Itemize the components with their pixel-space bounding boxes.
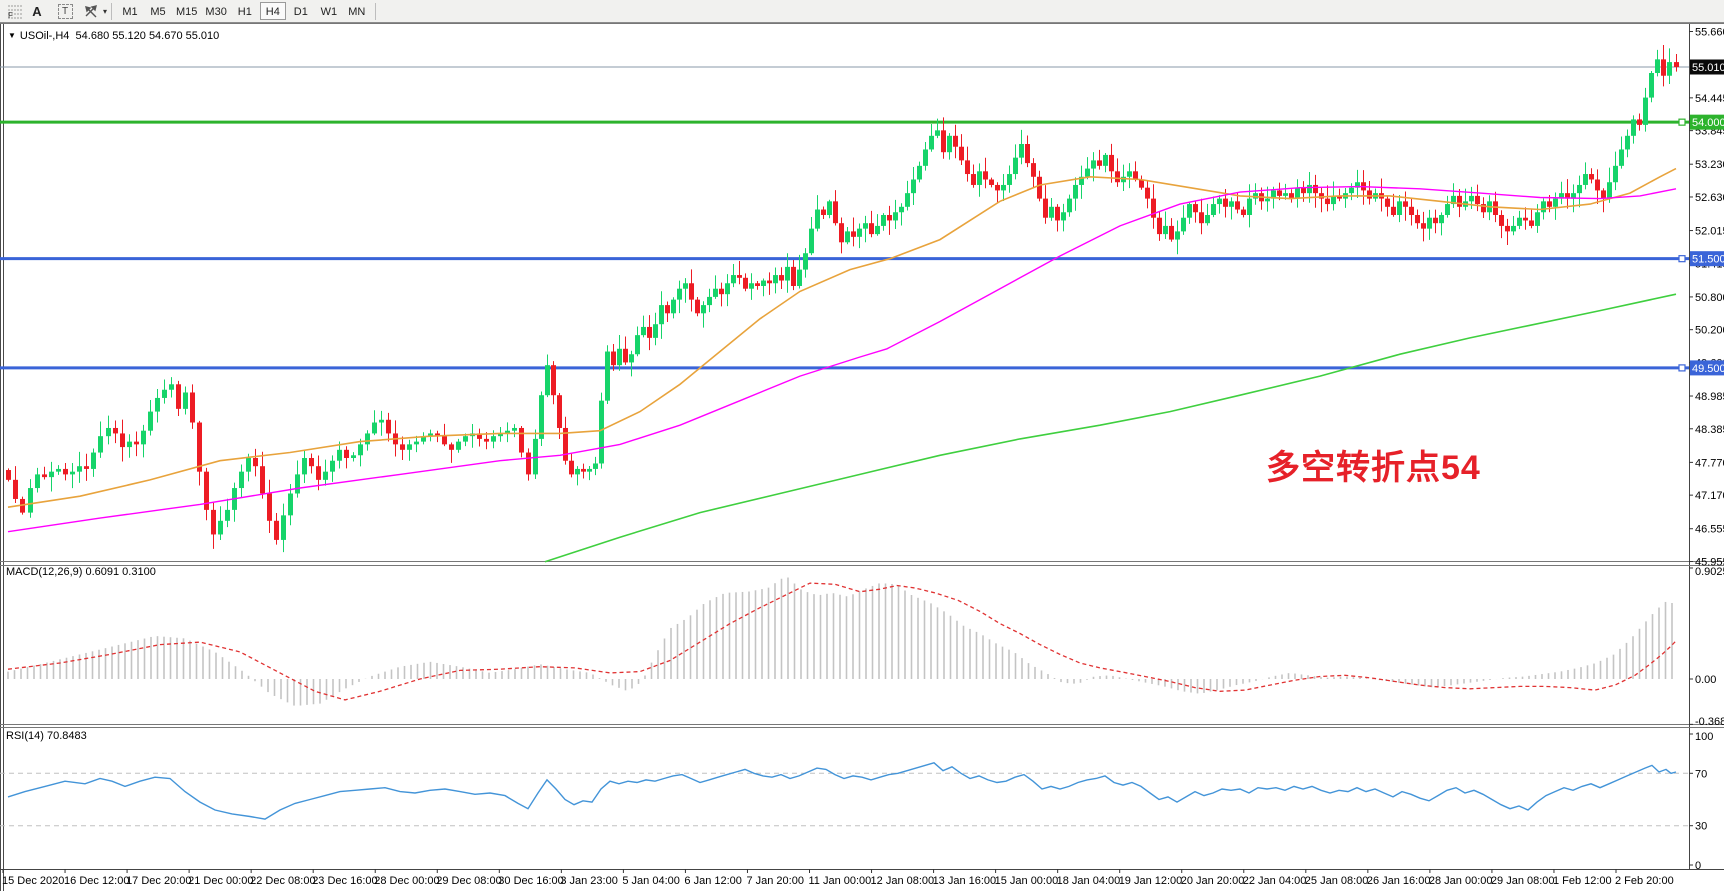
price-tick-label: 52.015	[1695, 226, 1724, 238]
time-tick-label: 18 Jan 04:00	[1057, 875, 1121, 887]
chart-title: ▼ USOil-,H4 54.680 55.120 54.670 55.010	[8, 30, 219, 42]
timeframe-m30[interactable]: M30	[205, 6, 227, 18]
time-tick-label: 23 Dec 16:00	[312, 875, 377, 887]
macd-signal-line	[7, 582, 1677, 701]
price-tick-label: 52.630	[1695, 192, 1724, 204]
price-tick-label: 50.200	[1695, 325, 1724, 337]
ma-fast-line	[7, 167, 1677, 508]
price-badge	[1690, 114, 1724, 130]
line-studies-toolbar: F A T ▾	[0, 0, 107, 22]
ma-mid-line	[7, 185, 1677, 533]
price-badge-label: 55.010	[1692, 62, 1724, 74]
timeframe-h4[interactable]: H4	[259, 2, 286, 20]
rsi-tick-label: 30	[1695, 821, 1707, 833]
price-badge-label: 54.000	[1692, 117, 1724, 129]
price-badge	[1690, 360, 1724, 376]
symbol-dropdown-icon[interactable]: ▼	[8, 31, 16, 40]
time-tick-label: 16 Dec 12:00	[64, 875, 129, 887]
toolbar-separator	[111, 2, 113, 20]
macd-tick-label: 0.9025	[1695, 566, 1724, 578]
rsi-tick-label: 0	[1695, 860, 1701, 872]
time-tick-label: 30 Dec 16:00	[498, 875, 563, 887]
timeframe-w1[interactable]: W1	[320, 6, 338, 18]
svg-text:F: F	[8, 11, 13, 19]
price-tick-label: 47.170	[1695, 490, 1724, 502]
arrows-dropdown-icon[interactable]: ▾	[103, 6, 108, 16]
rsi-panel[interactable]: 100 70 30 0	[0, 731, 1713, 872]
toolbar: F A T ▾ M1 M5 M15 M30	[0, 0, 1724, 23]
chart-title-text: USOil-,H4 54.680 55.120 54.670 55.010	[19, 30, 220, 42]
time-tick-label: 1 Feb 12:00	[1553, 875, 1612, 887]
rsi-tick-label: 70	[1695, 768, 1707, 780]
hline-handle[interactable]	[1678, 364, 1686, 372]
time-tick-label: 12 Jan 08:00	[871, 875, 935, 887]
rsi-line	[7, 762, 1677, 820]
rsi-tick-label: 100	[1695, 731, 1713, 743]
time-tick-label: 15 Jan 00:00	[995, 875, 1059, 887]
time-tick-label: 21 Dec 00:00	[188, 875, 253, 887]
time-tick-label: 22 Dec 08:00	[250, 875, 315, 887]
time-tick-label: 13 Jan 16:00	[933, 875, 997, 887]
timeframe-mn[interactable]: MN	[348, 6, 366, 18]
price-tick-label: 50.800	[1695, 292, 1724, 304]
ma-slow-line	[544, 293, 1677, 563]
time-tick-label: 5 Jan 04:00	[622, 875, 680, 887]
price-tick-label: 55.660	[1695, 27, 1724, 39]
time-tick-label: 7 Jan 20:00	[746, 875, 804, 887]
price-tick-label: 46.555	[1695, 524, 1724, 536]
price-tick-label: 45.955	[1695, 556, 1724, 568]
macd-panel[interactable]: 0.9025 0.00 -0.3688	[7, 566, 1724, 728]
price-tick-label: 48.385	[1695, 424, 1724, 436]
rsi-indicator-label: RSI(14) 70.8483	[6, 730, 87, 742]
price-tick-label: 48.985	[1695, 391, 1724, 403]
time-tick-label: 11 Jan 00:00	[809, 875, 872, 887]
time-tick-label: 17 Dec 20:00	[126, 875, 191, 887]
text-label-icon[interactable]: T	[54, 2, 76, 21]
main-chart-panel[interactable]	[0, 44, 1689, 563]
price-badge-label: 51.500	[1692, 254, 1724, 266]
timeframe-toolbar: M1 M5 M15 M30 H1 H4 D1 W1 MN	[116, 0, 371, 22]
timeframe-m15[interactable]: M15	[176, 6, 198, 18]
hline-handle[interactable]	[1678, 118, 1686, 126]
time-tick-label: 20 Jan 20:00	[1181, 875, 1245, 887]
time-tick-label: 6 Jan 12:00	[684, 875, 742, 887]
price-tick-label: 47.770	[1695, 457, 1724, 469]
arrows-icon[interactable]	[80, 2, 102, 21]
price-badge-label: 49.500	[1692, 363, 1724, 375]
price-tick-label: 54.445	[1695, 93, 1724, 105]
timeframe-d1[interactable]: D1	[293, 6, 308, 18]
macd-indicator-label: MACD(12,26,9) 0.6091 0.3100	[6, 566, 156, 578]
timeframe-h1[interactable]: H1	[237, 6, 252, 18]
time-tick-label: 19 Jan 12:00	[1119, 875, 1183, 887]
hline-handle[interactable]	[1678, 255, 1686, 263]
macd-tick-label: -0.3688	[1695, 716, 1724, 728]
candles-layer	[6, 44, 1679, 553]
time-tick-label: 25 Jan 08:00	[1305, 875, 1369, 887]
macd-tick-label: 0.00	[1695, 674, 1716, 686]
price-badge	[1690, 59, 1724, 75]
time-tick-label: 2 Feb 20:00	[1615, 875, 1674, 887]
timeframe-m5[interactable]: M5	[150, 6, 166, 18]
fibonacci-icon[interactable]: F	[4, 2, 26, 21]
time-tick-label: 28 Jan 00:00	[1429, 875, 1493, 887]
time-tick-label: 22 Jan 04:00	[1243, 875, 1307, 887]
price-badge	[1690, 251, 1724, 267]
time-tick-label: 15 Dec 2020	[2, 875, 64, 887]
time-tick-label: 3 Jan 23:00	[560, 875, 618, 887]
chart-annotation-text[interactable]: 多空转折点54	[1266, 449, 1481, 487]
price-axis[interactable]: 55.66054.44553.84553.23052.63052.01551.4…	[1689, 27, 1724, 569]
toolbar-separator	[374, 2, 376, 20]
time-tick-label: 28 Dec 00:00	[374, 875, 439, 887]
time-tick-label: 29 Dec 08:00	[436, 875, 501, 887]
price-tick-label: 53.230	[1695, 159, 1724, 171]
time-tick-label: 29 Jan 08:00	[1491, 875, 1555, 887]
text-icon[interactable]: A	[32, 3, 42, 19]
timeframe-m1[interactable]: M1	[122, 6, 138, 18]
time-tick-label: 26 Jan 16:00	[1367, 875, 1431, 887]
